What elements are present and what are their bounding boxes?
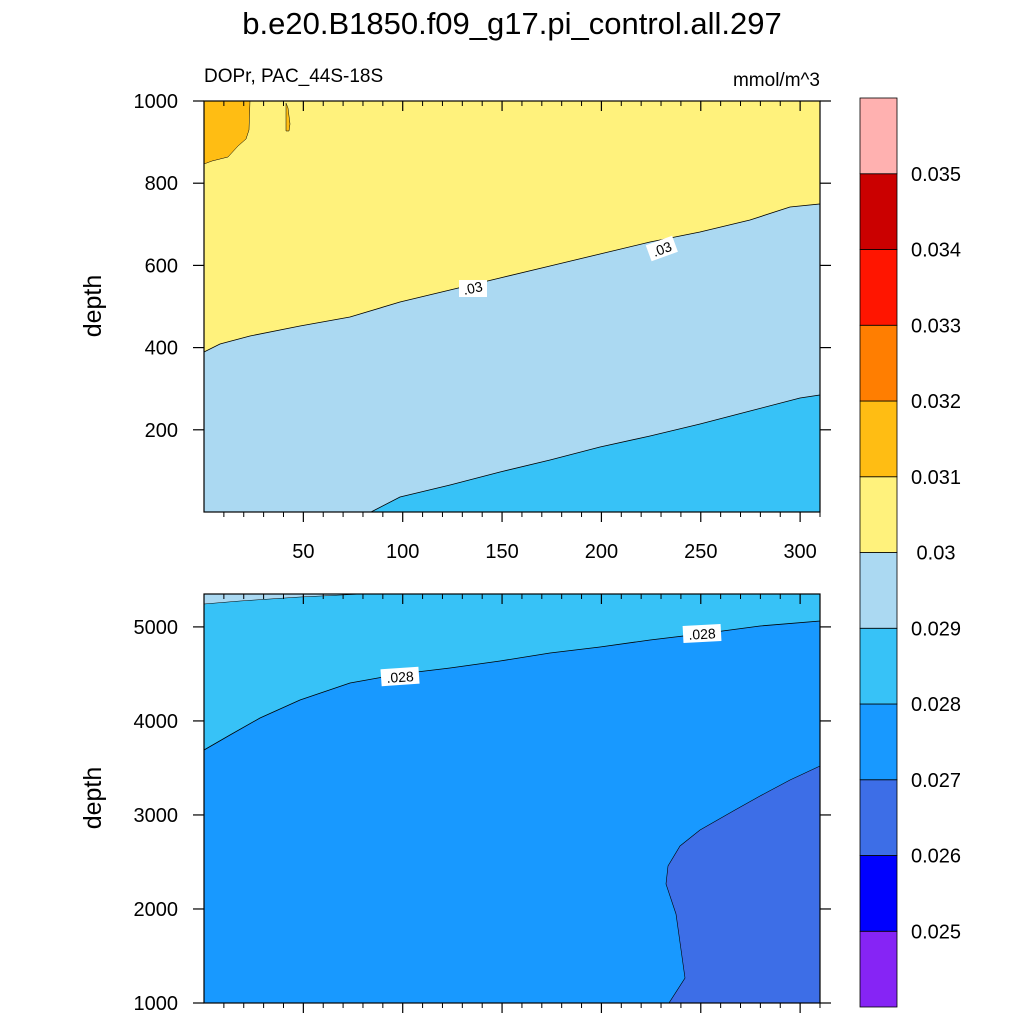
colorbar-swatch (859, 930, 898, 1008)
upper-fill-0.031-0.032 (203, 100, 251, 165)
lower-contour-label-1: .028 (386, 668, 415, 686)
y-tick-label: 1000 (134, 91, 179, 113)
colorbar-swatch (859, 627, 898, 705)
upper-fill-0.031-0.032-small (285, 102, 291, 132)
colorbar-label: 0.03 (917, 543, 956, 565)
y-tick-label: 400 (145, 338, 178, 360)
colorbar: 0.025 0.026 0.027 0.028 0.029 0.03 0.031 0.032 0… (859, 97, 961, 1008)
colorbar-label: 0.029 (911, 618, 961, 640)
upper-panel: .03 .03 50 100 150 200 250 300 200 400 600 800 100… (79, 91, 831, 563)
colorbar-label: 0.025 (911, 921, 961, 943)
upper-contour-label-box-1 (459, 280, 487, 297)
colorbar-label: 0.028 (911, 694, 961, 716)
y-tick-label: 5000 (134, 617, 179, 639)
colorbar-swatch (859, 855, 898, 932)
variable-region-label: DOPr, PAC_44S-18S (204, 66, 383, 87)
x-tick-label: 300 (783, 541, 816, 563)
y-tick-label: 600 (145, 255, 178, 277)
upper-contour-label-1: .03 (462, 278, 485, 298)
lower-axes: 1000 2000 3000 4000 5000 (134, 594, 831, 1015)
x-tick-label: 100 (386, 541, 419, 563)
lower-fill-0.028-0.029 (203, 593, 821, 751)
y-tick-label: 3000 (134, 805, 179, 827)
upper-axes: 50 100 150 200 250 300 200 400 600 800 1000 (134, 91, 831, 563)
lower-y-axis-label: depth (79, 767, 107, 830)
colorbar-label: 0.034 (911, 240, 961, 262)
colorbar-label: 0.033 (911, 315, 961, 337)
y-tick-label: 1000 (134, 993, 179, 1015)
colorbar-label: 0.026 (911, 846, 961, 868)
upper-y-axis-label: depth (79, 275, 107, 338)
lower-contour-label-box-2 (682, 624, 722, 643)
upper-contour-label-box-2 (645, 235, 678, 262)
y-tick-label: 2000 (134, 899, 179, 921)
colorbar-swatch (859, 97, 898, 175)
colorbar-label: 0.032 (911, 391, 961, 413)
upper-contour-label-2: .03 (650, 238, 674, 260)
lower-plot-frame (203, 593, 821, 1004)
colorbar-label: 0.027 (911, 770, 961, 792)
colorbar-label: 0.031 (911, 467, 961, 489)
colorbar-swatch (859, 703, 898, 781)
colorbar-swatch (859, 249, 898, 326)
colorbar-swatch (859, 400, 898, 478)
y-tick-label: 200 (145, 420, 178, 442)
chart-title: b.e20.B1850.f09_g17.pi_control.all.297 (242, 6, 782, 41)
x-tick-label: 150 (485, 541, 518, 563)
upper-plot-frame (203, 100, 821, 513)
x-tick-label: 250 (684, 541, 717, 563)
x-tick-label: 50 (292, 541, 314, 563)
lower-contour-label-2: .028 (688, 625, 716, 642)
y-tick-label: 4000 (134, 711, 179, 733)
lower-panel: .028 .028 1000 2000 3000 4000 5000 depth (79, 593, 831, 1015)
colorbar-swatch (859, 552, 898, 629)
colorbar-swatch (859, 324, 898, 402)
colorbar-swatch (859, 779, 898, 856)
lower-contour-label-box-1 (380, 666, 420, 687)
colorbar-swatch (859, 476, 898, 553)
colorbar-swatch (859, 173, 898, 250)
x-tick-label: 200 (585, 541, 618, 563)
y-tick-label: 800 (145, 173, 178, 195)
colorbar-label: 0.035 (911, 164, 961, 186)
units-label: mmol/m^3 (733, 70, 820, 91)
